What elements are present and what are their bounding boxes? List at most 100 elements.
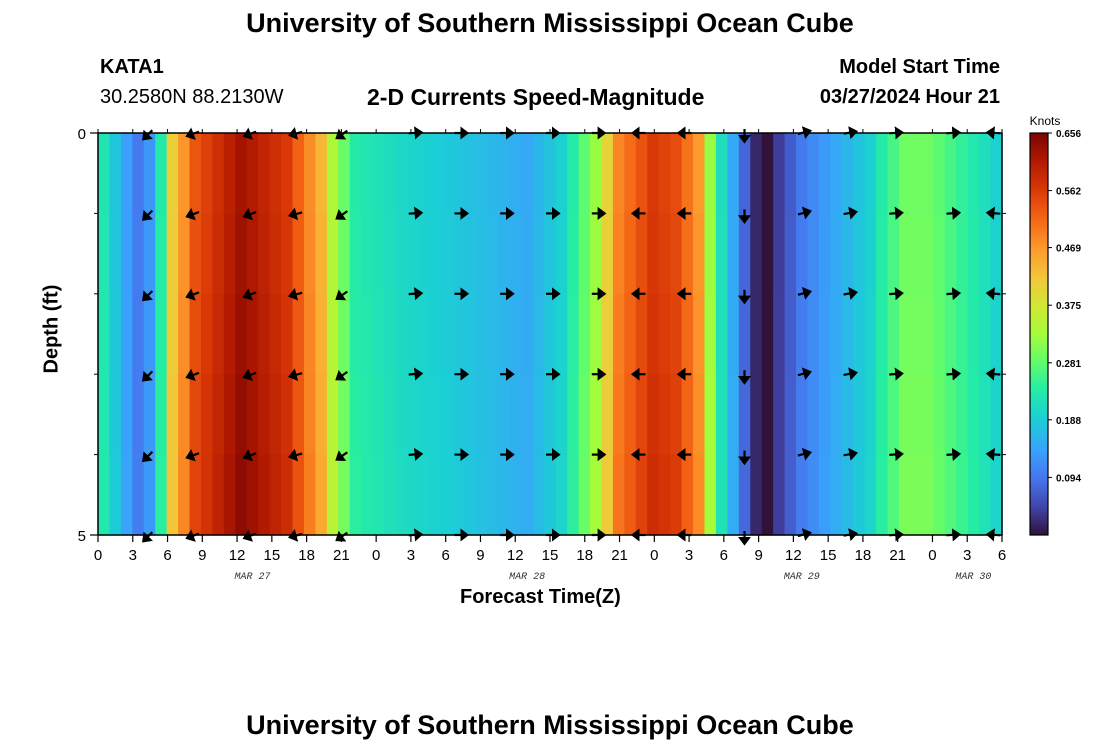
heat-cell [235, 454, 248, 536]
heat-cell [624, 374, 637, 456]
heat-cell [464, 374, 477, 456]
heat-cell [704, 133, 717, 214]
heat-cell [120, 133, 133, 214]
heat-cell [761, 133, 774, 214]
heat-cell [681, 133, 694, 214]
heat-cell [818, 454, 831, 536]
heat-cell [349, 213, 362, 295]
heat-cell [361, 293, 374, 375]
current-arrow [242, 368, 257, 382]
heat-cell [361, 454, 374, 536]
heat-cell [258, 374, 271, 456]
colorbar-tick-label: 0.469 [1056, 244, 1081, 255]
heat-cell [841, 133, 854, 214]
heat-cell [807, 454, 820, 536]
heat-cell [658, 213, 671, 295]
model-start-label: Model Start Time [839, 56, 1000, 78]
heat-cell [98, 133, 111, 214]
heat-cell [326, 133, 339, 214]
heat-cell [372, 374, 385, 456]
colorbar-tick-label: 0.281 [1056, 359, 1081, 370]
heat-cell [704, 293, 717, 375]
heat-cell [200, 454, 214, 536]
heat-cell [555, 293, 568, 375]
heat-cell [200, 374, 214, 456]
current-arrow [946, 287, 962, 301]
heat-cell [876, 213, 889, 295]
heat-cell [189, 374, 202, 456]
current-arrow [335, 450, 348, 462]
heat-cell [143, 374, 156, 456]
heat-cell [544, 293, 557, 375]
axes: 050 3 6 9 12 15 18 21 0 3 6 9 12 15 18 21 0 3 6 9 12 15 18 21 0 3… [78, 126, 1007, 583]
heat-cell [269, 213, 282, 295]
heat-cell [601, 213, 614, 295]
heat-cell [200, 133, 214, 214]
heat-cell [509, 454, 522, 536]
heat-cell [910, 374, 923, 456]
heat-cell [429, 133, 442, 214]
heat-cell [475, 454, 488, 536]
current-arrow [185, 449, 200, 462]
heat-cell [418, 454, 431, 536]
heat-cell [441, 133, 454, 214]
x-tick-label: 21 [889, 547, 906, 564]
current-arrow [142, 290, 154, 302]
heat-cell [475, 374, 488, 456]
heat-cell [487, 374, 500, 456]
current-arrow [797, 286, 812, 300]
heat-cell [624, 454, 637, 536]
current-arrow [985, 367, 1001, 381]
heat-cell [338, 374, 351, 456]
heat-cell [303, 133, 317, 214]
heat-cell [979, 374, 992, 456]
heat-cell [452, 213, 465, 295]
heat-cell [395, 133, 408, 214]
current-arrow [889, 367, 904, 381]
heat-cell [933, 133, 946, 214]
heat-cell [555, 213, 568, 295]
heat-cell [166, 454, 179, 536]
x-tick-label: 3 [685, 547, 693, 564]
heat-cell [979, 293, 992, 375]
heat-cell [487, 133, 500, 214]
heat-cell [738, 133, 751, 214]
heat-cell [452, 454, 465, 536]
heat-cell [853, 293, 866, 375]
heat-cell [292, 374, 305, 456]
heat-cell [864, 454, 877, 536]
heat-cell [498, 374, 511, 456]
heat-cell [384, 213, 397, 295]
heat-cell [818, 293, 831, 375]
heat-cell [956, 133, 969, 214]
heat-cell [647, 293, 660, 375]
heat-cell [693, 374, 706, 456]
heat-cell [933, 213, 946, 295]
heat-cell [784, 374, 797, 456]
heat-cell [601, 374, 614, 456]
y-tick-label: 0 [78, 126, 86, 143]
heat-cell [441, 213, 454, 295]
current-arrow [335, 289, 348, 301]
heat-cell [864, 133, 877, 214]
x-tick-label: 15 [264, 547, 281, 564]
heat-cell [590, 133, 603, 214]
heat-cell [635, 374, 648, 456]
x-tick-label: 12 [785, 547, 802, 564]
heat-cell [750, 374, 763, 456]
heat-cell [967, 133, 980, 214]
heat-cell [727, 213, 740, 295]
heat-cell [212, 133, 225, 214]
heat-cell [876, 454, 889, 536]
heat-cell [555, 133, 568, 214]
heat-cell [235, 213, 248, 295]
x-tick-label: 3 [963, 547, 971, 564]
heat-cell [967, 293, 980, 375]
current-arrow [946, 206, 962, 220]
x-tick-label: 3 [407, 547, 415, 564]
heat-cell [990, 133, 1003, 214]
heat-cell [727, 293, 740, 375]
heat-cell [658, 454, 671, 536]
current-arrow [242, 288, 257, 301]
colorbar-tick-label: 0.562 [1056, 187, 1081, 198]
